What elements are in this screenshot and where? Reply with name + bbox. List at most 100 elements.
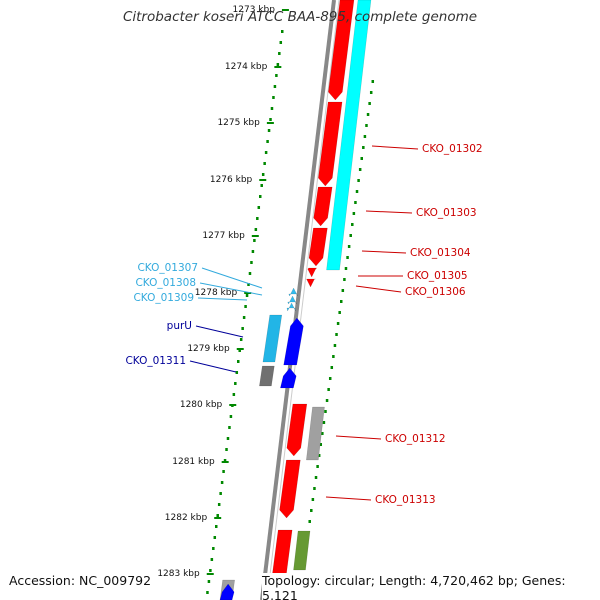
track-dot bbox=[371, 80, 375, 83]
track-dot bbox=[256, 217, 259, 220]
track-dot bbox=[247, 283, 250, 286]
track-dot bbox=[369, 91, 373, 94]
backbone-shadow bbox=[266, 0, 340, 600]
track-dot bbox=[335, 333, 338, 336]
other-feature-block bbox=[306, 406, 325, 461]
track-dot bbox=[330, 366, 334, 369]
feature-layer bbox=[219, 0, 372, 600]
forward-cds-block bbox=[318, 101, 343, 187]
track-dot bbox=[209, 569, 212, 572]
tick-label: 1280 kbp bbox=[180, 400, 223, 410]
tick-label: 1273 kbp bbox=[233, 5, 276, 15]
track-dot bbox=[207, 580, 211, 583]
track-dot bbox=[310, 509, 313, 512]
track-dot bbox=[257, 206, 261, 209]
track-dot bbox=[248, 272, 252, 275]
label-leader-line bbox=[361, 250, 407, 254]
tick-label: 1276 kbp bbox=[210, 175, 253, 185]
track-dot bbox=[242, 316, 246, 319]
track-dot bbox=[206, 591, 209, 594]
forward-cds-small bbox=[307, 267, 318, 278]
track-dot bbox=[251, 250, 255, 253]
track-dot bbox=[212, 547, 215, 550]
label-leader-line bbox=[371, 145, 419, 150]
track-dot bbox=[216, 514, 219, 517]
track-dot bbox=[213, 536, 217, 539]
track-dot bbox=[259, 195, 262, 198]
track-dot bbox=[357, 179, 360, 182]
reverse-cds-block bbox=[219, 583, 235, 600]
tick-label: 1278 kbp bbox=[195, 288, 238, 298]
gene-label: CKO_01312 bbox=[385, 433, 446, 445]
tick-label: 1274 kbp bbox=[225, 62, 268, 72]
track-dot bbox=[338, 311, 341, 314]
reverse-cds-block bbox=[280, 367, 297, 389]
track-dot bbox=[260, 184, 263, 187]
track-dot bbox=[322, 421, 326, 424]
track-dot bbox=[352, 212, 356, 215]
track-dot bbox=[351, 223, 354, 226]
gene-label: CKO_01306 bbox=[405, 286, 466, 298]
track-dot bbox=[253, 239, 256, 242]
track-dot bbox=[270, 107, 274, 110]
backbone-line bbox=[260, 0, 336, 600]
track-dot bbox=[266, 140, 269, 143]
track-dot bbox=[272, 96, 275, 99]
forward-cds-block bbox=[279, 459, 301, 519]
misc-feature-block bbox=[293, 530, 311, 571]
gene-label: CKO_01302 bbox=[422, 143, 483, 155]
track-dot bbox=[336, 322, 340, 325]
track-dot bbox=[316, 465, 319, 468]
track-dot bbox=[328, 377, 332, 380]
track-dot bbox=[234, 382, 237, 385]
track-dot bbox=[281, 30, 284, 33]
label-leader-line bbox=[335, 435, 382, 440]
forward-cds-block bbox=[313, 186, 333, 227]
track-dot bbox=[324, 410, 327, 413]
track-dot bbox=[217, 503, 221, 506]
label-leader-line bbox=[365, 210, 413, 214]
track-dot bbox=[332, 355, 335, 358]
genome-summary-text: Topology: circular; Length: 4,720,462 bp… bbox=[262, 573, 600, 600]
track-dot bbox=[278, 52, 281, 55]
accession-text: Accession: NC_009792 bbox=[9, 573, 152, 588]
gene-label: CKO_01308 bbox=[135, 277, 196, 289]
track-dot bbox=[244, 305, 247, 308]
rna-small bbox=[288, 287, 298, 297]
label-leader-line bbox=[325, 496, 372, 501]
track-dot bbox=[365, 124, 368, 127]
track-dot bbox=[273, 85, 277, 88]
track-dot bbox=[241, 327, 244, 330]
track-dot bbox=[349, 234, 352, 237]
track-dot bbox=[261, 173, 265, 176]
track-dot bbox=[360, 157, 363, 160]
tick-label: 1279 kbp bbox=[187, 344, 230, 354]
rna-small bbox=[287, 295, 297, 305]
track-dot bbox=[229, 415, 233, 418]
gene-label: CKO_01309 bbox=[133, 292, 194, 304]
track-dot bbox=[267, 129, 271, 132]
track-dot bbox=[343, 278, 346, 281]
label-leader-line bbox=[197, 297, 248, 301]
tick-layer: 1273 kbp 1274 kbp 1275 kbp 1276 kbp 1277 kbp… bbox=[157, 5, 289, 579]
forward-cds-block bbox=[308, 227, 328, 267]
tick-label: 1277 kbp bbox=[202, 231, 245, 241]
gene-label: CKO_01307 bbox=[137, 262, 198, 274]
gene-label: purU bbox=[167, 320, 192, 332]
track-dot bbox=[254, 228, 258, 231]
track-dot bbox=[245, 294, 249, 297]
track-dot bbox=[366, 113, 370, 116]
track-dot bbox=[276, 63, 280, 66]
gene-label: CKO_01311 bbox=[125, 355, 186, 367]
track-dot bbox=[358, 168, 362, 171]
outer-track bbox=[206, 30, 375, 600]
forward-cds-block bbox=[286, 403, 308, 457]
track-dot bbox=[232, 393, 236, 396]
track-dot bbox=[344, 267, 348, 270]
track-dot bbox=[363, 135, 367, 138]
track-dot bbox=[269, 118, 272, 121]
track-dot bbox=[340, 300, 343, 303]
track-dot bbox=[215, 525, 218, 528]
rna-small bbox=[286, 302, 296, 312]
